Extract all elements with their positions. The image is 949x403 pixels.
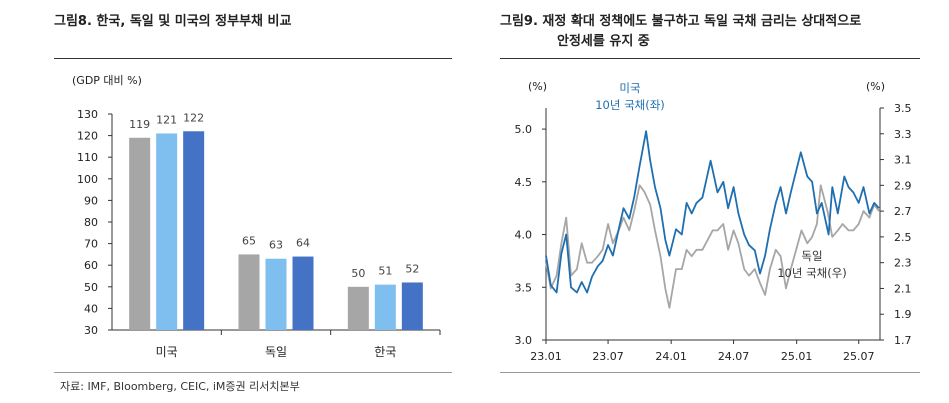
bar bbox=[265, 258, 287, 330]
x-tick-label: 25.07 bbox=[843, 350, 875, 363]
us-10y-yield-line bbox=[545, 130, 880, 294]
right-y-tick-label: 3.1 bbox=[894, 154, 912, 167]
y-tick-label: 90 bbox=[84, 194, 98, 207]
figure-8-bottom-rule bbox=[54, 372, 452, 373]
x-category-label: 독일 bbox=[265, 345, 287, 359]
bar-value-label: 122 bbox=[183, 111, 204, 124]
y-axis-unit-label: (GDP 대비 %) bbox=[72, 74, 142, 87]
y-tick-label: 50 bbox=[84, 281, 98, 294]
bar-value-label: 51 bbox=[378, 265, 392, 278]
left-y-tick-label: 5.0 bbox=[515, 123, 533, 136]
germany-series-label-line1: 독일 bbox=[801, 249, 822, 263]
right-y-tick-label: 3.3 bbox=[894, 128, 912, 141]
x-tick-label: 25.01 bbox=[781, 350, 813, 363]
right-y-tick-label: 2.1 bbox=[894, 282, 912, 295]
figure-9-title-line2: 안정세를 유지 중 bbox=[557, 34, 650, 49]
bar-value-label: 63 bbox=[269, 239, 283, 252]
y-tick-label: 60 bbox=[84, 259, 98, 272]
right-y-tick-label: 2.7 bbox=[894, 205, 912, 218]
y-tick-label: 80 bbox=[84, 216, 98, 229]
bond-yield-line-chart: (%) (%) 5.0 4.5 4.0 3.5 3.0 3.5 3.3 3.1 2.9 2.7 2.5 2… bbox=[515, 80, 912, 363]
y-tick-label: 30 bbox=[84, 324, 98, 337]
bar bbox=[238, 254, 260, 330]
figure-8-top-rule bbox=[54, 58, 452, 59]
bar-value-label: 121 bbox=[156, 113, 177, 126]
bar bbox=[347, 286, 369, 330]
right-y-tick-label: 2.9 bbox=[894, 179, 912, 192]
right-y-tick-label: 3.5 bbox=[894, 102, 912, 115]
x-tick-label: 24.01 bbox=[655, 350, 687, 363]
bar-value-label: 119 bbox=[129, 118, 150, 131]
government-debt-bar-chart: (GDP 대비 %) 130 120 110 100 90 80 70 60 50 40 30 미국 11… bbox=[72, 74, 441, 359]
x-tick-label: 24.07 bbox=[718, 350, 750, 363]
y-tick-label: 70 bbox=[84, 238, 98, 251]
left-y-tick-label: 4.5 bbox=[515, 176, 533, 189]
bar bbox=[156, 133, 178, 330]
bar bbox=[292, 256, 314, 330]
y-tick-label: 110 bbox=[77, 151, 98, 164]
y-tick-label: 130 bbox=[77, 108, 98, 121]
right-y-tick-label: 2.3 bbox=[894, 257, 912, 270]
right-y-tick-label: 2.5 bbox=[894, 231, 912, 244]
bar-value-label: 64 bbox=[296, 237, 310, 250]
germany-series-label-line2: 10년 국채(우) bbox=[777, 266, 847, 280]
right-y-tick-label: 1.7 bbox=[894, 334, 912, 347]
germany-10y-yield-line bbox=[545, 184, 880, 309]
x-tick-label: 23.07 bbox=[592, 350, 624, 363]
y-tick-label: 100 bbox=[77, 173, 98, 186]
x-tick-label: 23.01 bbox=[530, 350, 562, 363]
us-series-label-line2: 10년 국채(좌) bbox=[595, 98, 665, 112]
right-axis-unit-label: (%) bbox=[866, 80, 885, 93]
right-y-tick-label: 1.9 bbox=[894, 308, 912, 321]
bar-value-label: 52 bbox=[405, 262, 419, 275]
left-y-tick-label: 4.0 bbox=[515, 229, 533, 242]
y-tick-label: 40 bbox=[84, 302, 98, 315]
bar bbox=[401, 282, 423, 330]
bar-value-label: 50 bbox=[351, 267, 365, 280]
left-axis-unit-label: (%) bbox=[528, 80, 547, 93]
bar bbox=[129, 137, 151, 330]
bar bbox=[374, 284, 396, 330]
source-note: 자료: IMF, Bloomberg, CEIC, iM증권 리서치본부 bbox=[60, 380, 300, 393]
figure-8-title: 그림8. 한국, 독일 및 미국의 정부부채 비교 bbox=[54, 14, 292, 29]
y-tick-label: 120 bbox=[77, 130, 98, 143]
x-category-label: 한국 bbox=[374, 345, 396, 359]
left-y-tick-label: 3.0 bbox=[515, 334, 533, 347]
figure-9-top-rule bbox=[500, 58, 920, 59]
bar-value-label: 65 bbox=[242, 234, 256, 247]
left-y-tick-label: 3.5 bbox=[515, 281, 533, 294]
us-series-label-line1: 미국 bbox=[619, 81, 640, 95]
x-category-label: 미국 bbox=[156, 345, 178, 359]
figure-9-bottom-rule bbox=[500, 372, 920, 373]
bar bbox=[183, 131, 205, 330]
figure-9-title-line1: 그림9. 재정 확대 정책에도 불구하고 독일 국채 금리는 상대적으로 bbox=[500, 14, 862, 29]
